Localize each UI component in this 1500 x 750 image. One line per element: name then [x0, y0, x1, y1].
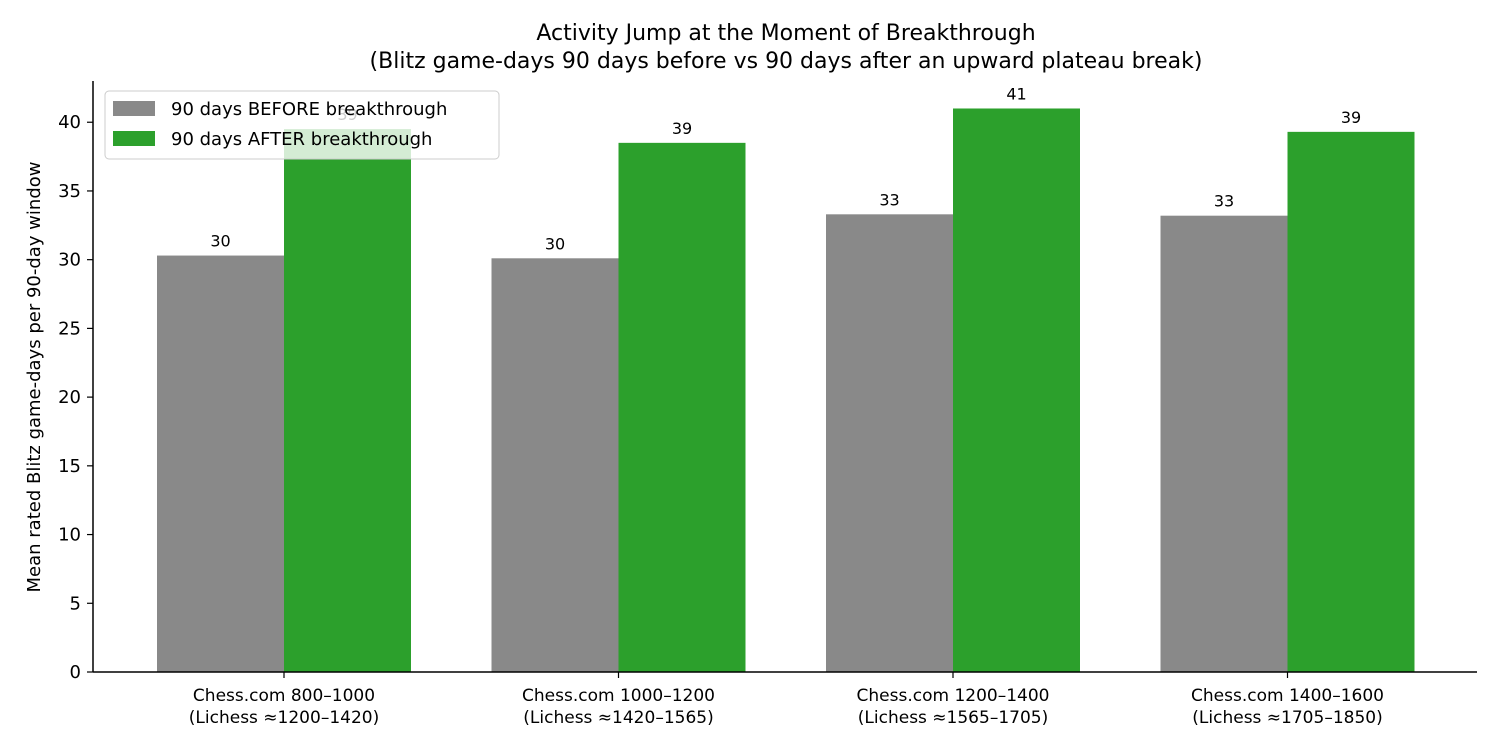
y-tick-label-25: 25	[58, 318, 81, 339]
y-tick-label-40: 40	[58, 112, 81, 133]
y-axis-title: Mean rated Blitz game-days per 90-day wi…	[24, 162, 45, 593]
chart-title: Activity Jump at the Moment of Breakthro…	[536, 21, 1035, 46]
x-tick-label-2-line-1: Chess.com 1000–1200	[522, 686, 715, 706]
legend-box	[104, 90, 500, 160]
bar-before-3	[826, 214, 953, 672]
legend-swatch-before	[113, 101, 155, 116]
bar-after-3	[953, 108, 1080, 672]
legend-label-before: 90 days BEFORE breakthrough	[171, 99, 447, 120]
y-tick-label-0: 0	[70, 662, 81, 683]
bar-before-1	[157, 255, 284, 673]
value-label-before-4: 33	[1214, 192, 1234, 211]
bars-group: 3039303933413339	[157, 84, 1415, 673]
value-label-before-3: 33	[879, 190, 899, 209]
value-label-after-2: 39	[672, 119, 692, 138]
y-tick-label-20: 20	[58, 387, 81, 408]
legend-label-after: 90 days AFTER breakthrough	[171, 129, 432, 150]
y-tick-label-5: 5	[70, 593, 81, 614]
bar-after-4	[1287, 131, 1415, 672]
x-tick-label-4-line-2: (Lichess ≈1705–1850)	[1192, 708, 1382, 728]
value-label-after-3: 41	[1006, 84, 1026, 103]
x-tick-label-3-line-1: Chess.com 1200–1400	[857, 686, 1050, 706]
bar-after-2	[618, 142, 746, 673]
x-tick-label-1-line-2: (Lichess ≈1200–1420)	[189, 708, 379, 728]
y-tick-label-10: 10	[58, 525, 81, 546]
value-label-before-1: 30	[210, 232, 230, 251]
chart-subtitle: (Blitz game-days 90 days before vs 90 da…	[370, 49, 1203, 74]
y-tick-label-15: 15	[58, 456, 81, 477]
x-tick-label-3-line-2: (Lichess ≈1565–1705)	[858, 708, 1048, 728]
value-label-before-2: 30	[545, 234, 565, 253]
bar-before-2	[491, 258, 619, 672]
bar-after-1	[284, 129, 411, 673]
y-tick-label-35: 35	[58, 181, 81, 202]
legend-swatch-after	[113, 131, 155, 146]
x-tick-label-1-line-1: Chess.com 800–1000	[193, 686, 375, 706]
x-tick-label-2-line-2: (Lichess ≈1420–1565)	[523, 708, 713, 728]
legend: 90 days BEFORE breakthrough 90 days AFTER…	[104, 90, 500, 160]
bar-before-4	[1160, 215, 1288, 672]
x-tick-label-4-line-1: Chess.com 1400–1600	[1191, 686, 1384, 706]
y-tick-label-30: 30	[58, 250, 81, 271]
axes-group: Chess.com 800–1000(Lichess ≈1200–1420) Ch…	[58, 81, 1477, 728]
value-label-after-4: 39	[1341, 108, 1361, 127]
